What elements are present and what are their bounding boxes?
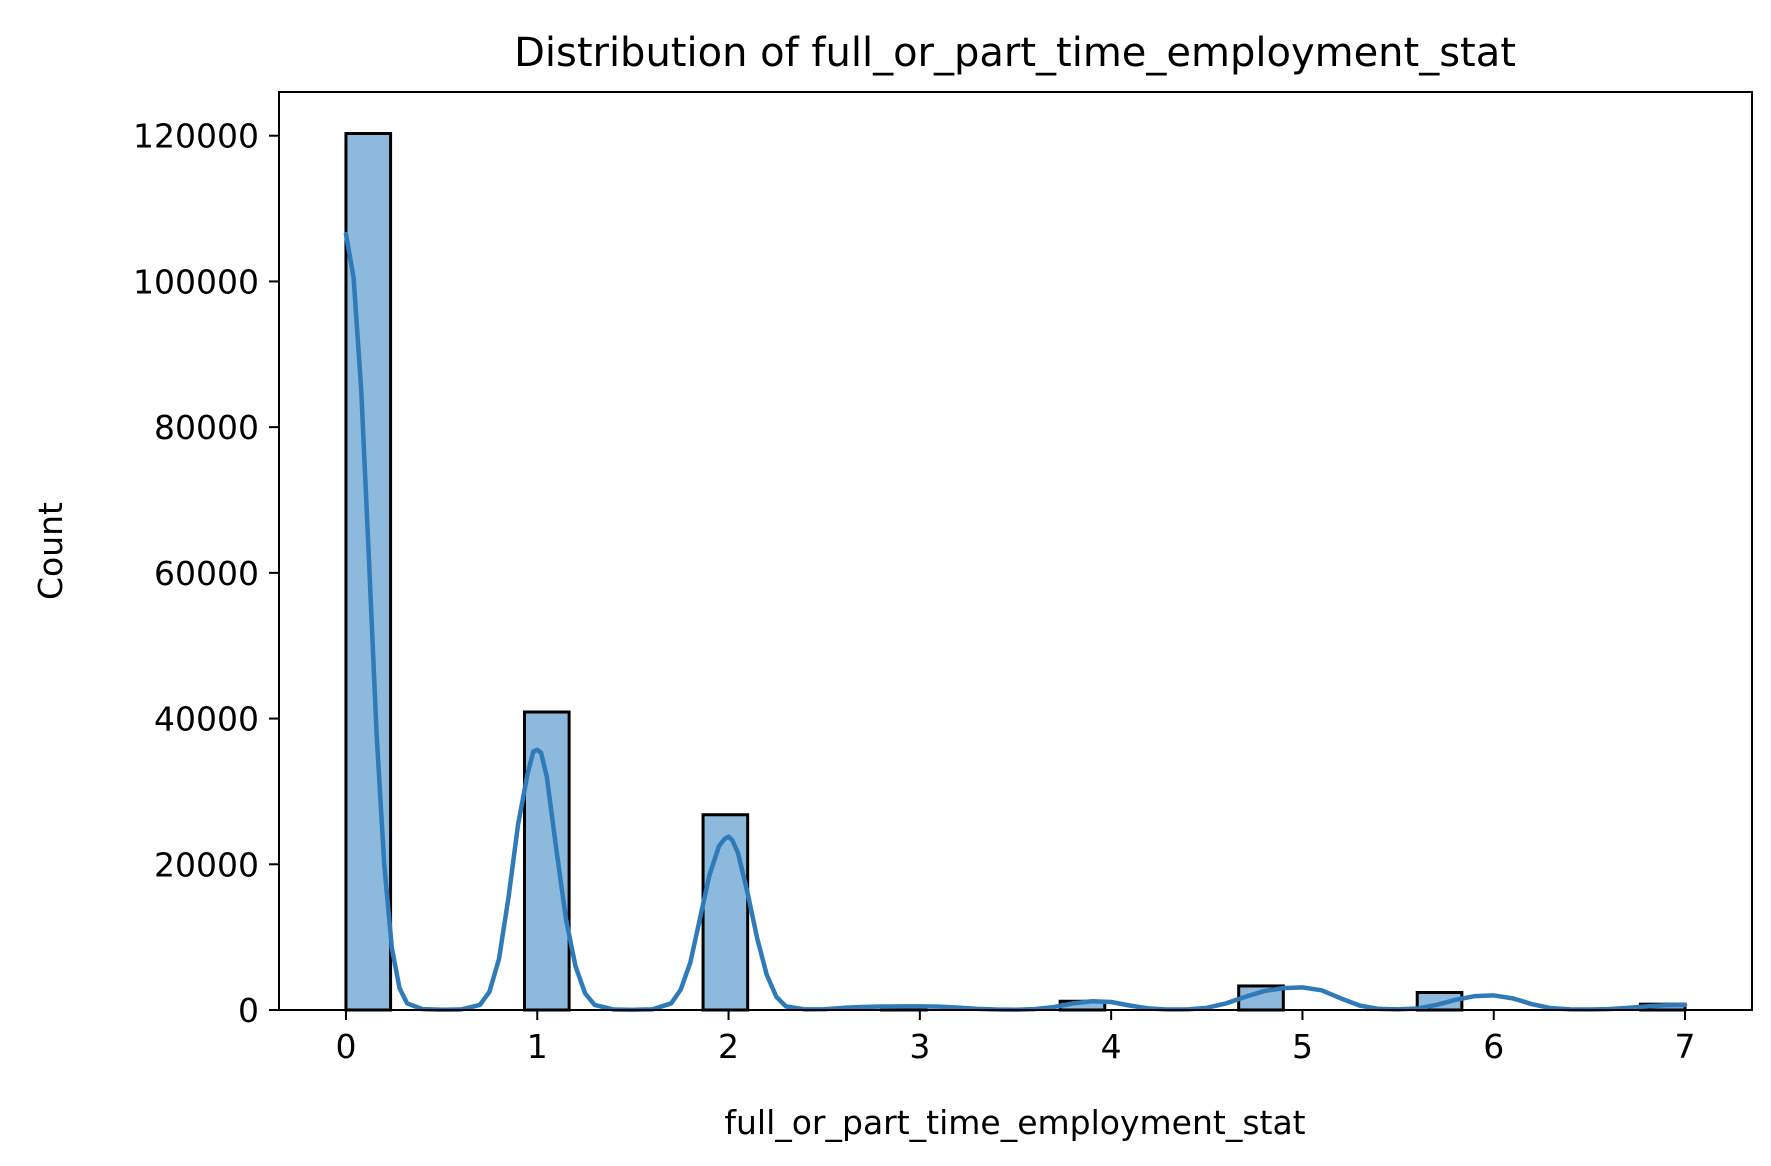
y-tick-label: 40000 (154, 700, 259, 739)
x-tick-label: 4 (1101, 1027, 1122, 1066)
histogram-bar (701, 813, 750, 1012)
y-axis-ticks: 0 20000 40000 60000 80000 100000 120000 (133, 117, 279, 1030)
x-tick-label: 2 (718, 1027, 739, 1066)
x-axis-label: full_or_part_time_employment_stat (724, 1103, 1305, 1142)
y-tick-label: 60000 (154, 554, 259, 593)
y-axis-label: Count (31, 502, 70, 600)
y-tick-label: 80000 (154, 408, 259, 447)
x-tick-label: 0 (335, 1027, 356, 1066)
chart-title: Distribution of full_or_part_time_employ… (514, 30, 1516, 76)
y-tick-label: 20000 (154, 845, 259, 884)
x-tick-label: 5 (1292, 1027, 1313, 1066)
x-tick-label: 6 (1483, 1027, 1504, 1066)
y-tick-label: 0 (238, 991, 259, 1030)
x-tick-label: 1 (527, 1027, 548, 1066)
plot-frame (278, 91, 1753, 1011)
x-tick-label: 7 (1675, 1027, 1696, 1066)
x-tick-label: 3 (909, 1027, 930, 1066)
y-tick-label: 100000 (133, 262, 259, 301)
y-tick-label: 120000 (133, 117, 259, 156)
x-axis-ticks: 0 1 2 3 4 5 6 7 (335, 1010, 1696, 1066)
